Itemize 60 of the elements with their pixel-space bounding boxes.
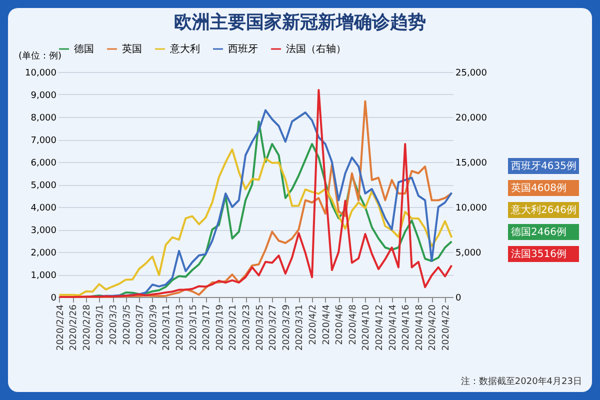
legend-label: 英国 bbox=[122, 43, 142, 55]
x-tick-label: 2020/2/26 bbox=[69, 304, 80, 351]
y-tick-label: 9,000 bbox=[30, 91, 57, 101]
x-tick-label: 2020/3/23 bbox=[242, 304, 252, 351]
text: 西班牙4635例 bbox=[508, 158, 580, 174]
x-tick-label: 2020/4/16 bbox=[402, 304, 412, 351]
legend-label: 意大利 bbox=[169, 43, 200, 55]
y-tick-label: 8,000 bbox=[30, 114, 57, 124]
x-tick-label: 2020/4/6 bbox=[335, 304, 346, 345]
x-tick-label: 2020/2/28 bbox=[82, 304, 92, 351]
y2-tick-label: 10,000 bbox=[456, 204, 488, 214]
x-tick-label: 2020/4/4 bbox=[322, 304, 332, 345]
x-tick-label: 2020/4/22 bbox=[442, 304, 452, 351]
chart-title: 欧洲主要国家新冠新增确诊趋势 bbox=[173, 11, 427, 34]
x-tick-label: 2020/2/24 bbox=[56, 304, 66, 351]
x-tick-label: 2020/3/25 bbox=[255, 304, 266, 351]
text: 法国3516例 bbox=[508, 246, 580, 262]
y2-tick-label: 20,000 bbox=[456, 114, 488, 124]
x-tick-label: 2020/3/3 bbox=[109, 304, 120, 345]
y-tick-label: 3,000 bbox=[30, 226, 57, 236]
y-axis-title: (单位：例) bbox=[18, 50, 62, 62]
y-tick-label: 5,000 bbox=[30, 181, 57, 191]
x-tick-label: 2020/4/8 bbox=[348, 304, 358, 345]
x-tick-label: 2020/3/9 bbox=[148, 304, 159, 345]
x-tick-label: 2020/4/20 bbox=[428, 304, 438, 351]
x-tick-label: 2020/3/13 bbox=[176, 304, 186, 351]
x-tick-label: 2020/3/31 bbox=[295, 304, 306, 351]
y-tick-label: 0 bbox=[50, 294, 57, 304]
x-tick-label: 2020/3/17 bbox=[202, 304, 212, 351]
x-tick-label: 2020/3/27 bbox=[268, 304, 279, 351]
x-tick-label: 2020/3/19 bbox=[215, 304, 226, 351]
x-tick-label: 2020/4/2 bbox=[308, 304, 319, 345]
y-tick-label: 4,000 bbox=[30, 204, 57, 214]
x-tick-label: 2020/4/14 bbox=[388, 304, 398, 351]
y2-tick-label: 5,000 bbox=[456, 248, 482, 258]
x-tick-label: 2020/3/5 bbox=[122, 304, 132, 345]
x-tick-label: 2020/4/18 bbox=[414, 304, 425, 351]
text: 注：数据截至2020年4月23日 bbox=[460, 376, 582, 388]
x-tick-label: 2020/4/10 bbox=[362, 304, 372, 351]
legend-label: 西班牙 bbox=[228, 43, 258, 55]
x-tick-label: 2020/3/21 bbox=[228, 304, 239, 351]
x-tick-label: 2020/4/12 bbox=[375, 304, 386, 351]
x-tick-label: 2020/3/1 bbox=[96, 304, 106, 345]
y-tick-label: 6,000 bbox=[30, 158, 57, 168]
y2-tick-label: 25,000 bbox=[456, 68, 488, 78]
text: 英国4608例 bbox=[508, 180, 580, 196]
y2-tick-label: 15,000 bbox=[456, 158, 488, 168]
y-tick-label: 10,000 bbox=[25, 68, 57, 78]
x-tick-label: 2020/3/11 bbox=[162, 304, 172, 351]
y-tick-label: 1,000 bbox=[30, 271, 57, 281]
x-tick-label: 2020/3/29 bbox=[282, 304, 292, 351]
legend-label: 法国（右轴） bbox=[286, 43, 346, 55]
x-tick-label: 2020/3/7 bbox=[136, 304, 146, 345]
y-tick-label: 2,000 bbox=[30, 248, 57, 258]
text: 意大利2646例 bbox=[508, 202, 580, 218]
x-tick-label: 2020/3/15 bbox=[188, 304, 199, 351]
text: 德国2466例 bbox=[508, 224, 580, 240]
y2-tick-label: 0 bbox=[456, 294, 462, 304]
y-tick-label: 7,000 bbox=[30, 136, 57, 146]
legend-label: 德国 bbox=[74, 44, 94, 55]
